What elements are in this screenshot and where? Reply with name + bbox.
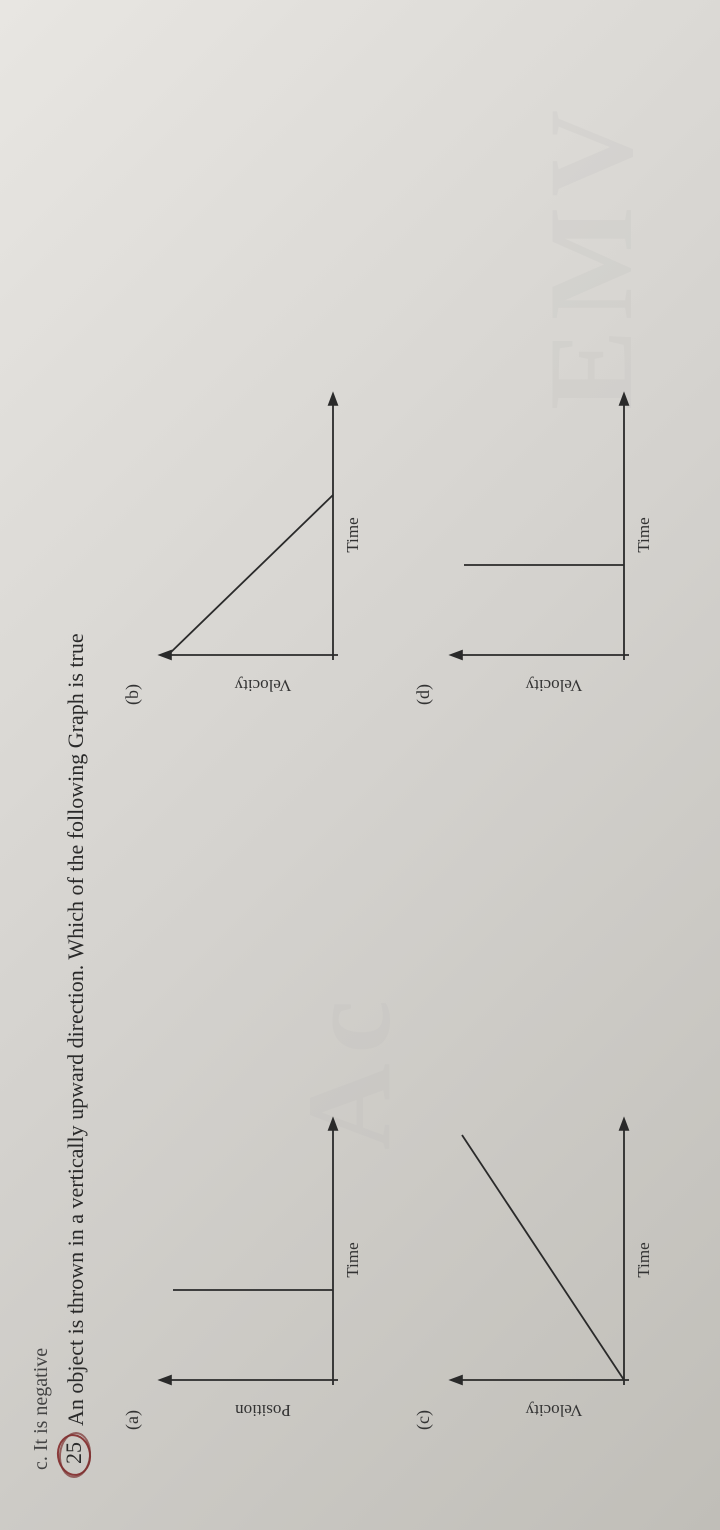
y-axis-label: Velocity: [525, 676, 582, 695]
option-label-c: (c): [413, 785, 434, 1430]
option-label-a: (a): [122, 785, 143, 1430]
question-row: 25 An object is thrown in a vertically u…: [61, 60, 92, 1470]
graph-b: Velocity Time: [153, 365, 373, 705]
option-c: (c) Velocity Time: [413, 785, 664, 1430]
question-number-circled: 25: [61, 1436, 87, 1470]
x-axis-label: Time: [634, 1242, 653, 1277]
question-text: An object is thrown in a vertically upwa…: [61, 60, 92, 1426]
graph-a: Position Time: [153, 1090, 373, 1430]
x-axis-label: Time: [343, 517, 362, 552]
option-label-d: (d): [413, 60, 434, 705]
x-axis-label: Time: [343, 1242, 362, 1277]
data-line: [462, 1135, 624, 1380]
y-axis-label: Velocity: [234, 676, 291, 695]
option-label-b: (b): [122, 60, 143, 705]
y-axis-label: Position: [234, 1401, 290, 1420]
options-grid: (a) Position Time (b): [122, 60, 664, 1430]
x-axis-label: Time: [634, 517, 653, 552]
graph-d: Velocity Time: [444, 365, 664, 705]
data-line: [168, 495, 333, 655]
graph-c: Velocity Time: [444, 1090, 664, 1430]
option-a: (a) Position Time: [122, 785, 373, 1430]
prev-option-c: c. It is negative: [30, 60, 53, 1470]
y-axis-label: Velocity: [525, 1401, 582, 1420]
option-d: (d) Velocity Time: [413, 60, 664, 705]
option-b: (b) Velocity Time: [122, 60, 373, 705]
